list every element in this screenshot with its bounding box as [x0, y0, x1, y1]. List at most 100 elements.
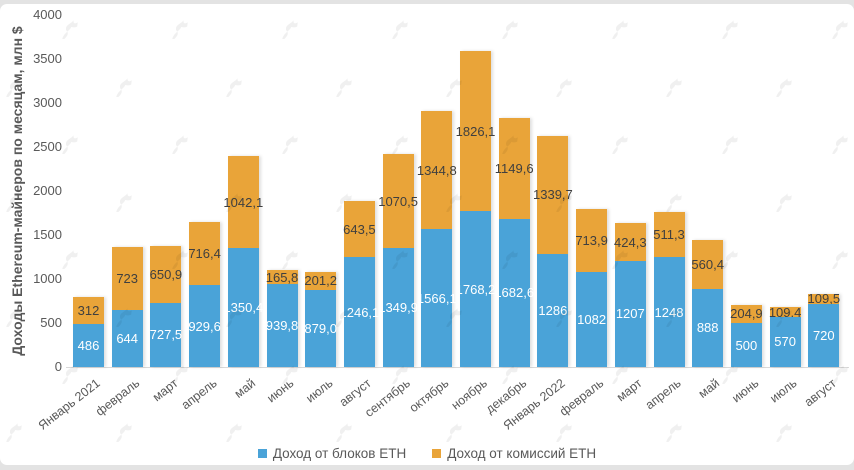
bar-value-label: 1682,6	[494, 285, 535, 301]
fees-segment: 713,9	[575, 208, 608, 272]
blocks-segment: 1682,6	[494, 218, 534, 367]
legend-label-blocks: Доход от блоков ETH	[272, 446, 407, 461]
fees-segment: 643,5	[343, 200, 376, 258]
y-tick-label: 500	[40, 315, 62, 330]
bar-value-label: 1248	[654, 304, 684, 320]
bar-value-label: 1349,9	[378, 300, 418, 316]
blocks-segment: 500	[730, 323, 762, 367]
bar-value-label: 1042,1	[223, 194, 264, 210]
fees-segment: 312	[73, 296, 104, 325]
stacked-bar-17: 560,4 888	[691, 239, 724, 367]
y-tick-label: 1500	[33, 227, 62, 242]
bar-value-label: 1339,7	[533, 187, 573, 203]
bar-value-label: 939,8	[265, 318, 299, 334]
bar-value-label: 500	[735, 337, 758, 353]
fees-segment: 109,5	[807, 291, 841, 307]
stacked-bar-3: 650,9 727,5	[149, 245, 183, 367]
blocks-segment: 486	[73, 324, 104, 367]
bar-value-label: 1207	[615, 306, 645, 322]
bar-value-label: 723	[116, 271, 139, 287]
fees-segment: 201,2	[304, 271, 337, 290]
bar-value-label: 929,6	[188, 318, 221, 334]
stacked-bar-18: 204,9 500	[730, 304, 763, 367]
y-tick-label: 2500	[33, 139, 62, 154]
fees-segment: 716,4	[188, 222, 221, 286]
bar-value-label: 1070,5	[378, 193, 418, 209]
stacked-bar-8: 643,5 1246,1	[340, 200, 379, 367]
bar-value-label: 109,4	[768, 304, 802, 320]
bar-value-label: 1286	[538, 302, 568, 318]
legend-label-fees: Доход от комиссий ETH	[447, 446, 597, 461]
x-axis-line	[66, 367, 849, 368]
bar-value-label: 1566,1	[416, 290, 457, 306]
stacked-bar-11: 1826,1 1768,2	[456, 50, 495, 367]
fees-segment: 424,3	[614, 223, 647, 261]
bar-value-label: 1350,4	[223, 300, 264, 316]
fees-segment: 723	[111, 246, 143, 311]
y-tick-label: 1000	[33, 271, 62, 286]
bar-value-label: 720	[812, 327, 835, 343]
stacked-bar-14: 713,9 1082	[575, 208, 608, 367]
blocks-segment: 1349,9	[378, 248, 418, 367]
stacked-bar-12: 1149,6 1682,6	[494, 117, 534, 367]
bar-value-label: 1082	[577, 311, 607, 327]
blocks-segment: 929,6	[188, 285, 221, 367]
stacked-bar-4: 716,4 929,6	[188, 222, 221, 367]
stacked-bar-20: 109,5 720	[807, 291, 841, 367]
fees-segment: 204,9	[730, 304, 763, 323]
bar-value-label: 716,4	[188, 246, 221, 262]
fees-segment: 650,9	[149, 245, 183, 303]
fees-segment: 165,8	[265, 269, 299, 285]
blocks-segment: 1350,4	[223, 248, 263, 367]
bar-value-label: 312	[77, 303, 100, 318]
bar-value-label: 201,2	[304, 273, 337, 289]
bar-value-label: 1768,2	[455, 281, 496, 297]
bar-value-label: 560,4	[691, 256, 724, 272]
blocks-segment: 1768,2	[456, 211, 495, 367]
blocks-segment: 939,8	[265, 284, 299, 367]
legend-swatch-blocks-icon	[257, 449, 267, 458]
blocks-segment: 888	[692, 288, 724, 367]
fees-segment: 560,4	[691, 239, 724, 289]
legend-item-blocks: Доход от блоков ETH	[257, 446, 407, 461]
blocks-segment: 1566,1	[417, 229, 457, 367]
stacked-bar-10: 1344,8 1566,1	[417, 110, 457, 367]
bar-value-label: 888	[696, 320, 719, 336]
stacked-bar-13: 1339,7 1286	[533, 135, 573, 367]
bar-value-label: 1344,8	[416, 162, 457, 178]
y-tick-label: 4000	[33, 7, 62, 22]
stacked-bar-16: 511,3 1248	[653, 212, 685, 367]
legend-swatch-fees-icon	[432, 449, 442, 458]
bar-value-label: 650,9	[149, 266, 183, 282]
fees-segment: 1826,1	[456, 50, 495, 212]
blocks-segment: 570	[769, 316, 801, 367]
y-tick-label: 2000	[33, 183, 62, 198]
bar-value-label: 511,3	[653, 227, 685, 243]
bar-value-label: 1246,1	[339, 304, 380, 320]
bar-value-label: 879,0	[304, 320, 337, 336]
bar-value-label: 424,3	[614, 234, 647, 250]
stacked-bar-9: 1070,5 1349,9	[378, 154, 418, 367]
y-tick-label: 3000	[33, 95, 62, 110]
bar-value-label: 1826,1	[455, 123, 496, 139]
stacked-bar-6: 165,8 939,8	[265, 269, 299, 367]
stacked-bar-15: 424,3 1207	[614, 223, 647, 367]
bar-value-label: 165,8	[265, 269, 299, 285]
fees-segment: 1344,8	[417, 110, 457, 230]
fees-segment: 1339,7	[533, 135, 573, 254]
blocks-segment: 879,0	[304, 289, 337, 367]
bar-value-label: 1149,6	[494, 160, 534, 176]
fees-segment: 1149,6	[495, 117, 534, 219]
fees-segment: 1042,1	[223, 156, 263, 249]
fees-segment: 511,3	[653, 212, 685, 258]
blocks-segment: 644	[111, 310, 143, 367]
fees-segment: 109,4	[768, 304, 802, 320]
blocks-segment: 727,5	[150, 302, 182, 367]
bar-value-label: 109,5	[807, 291, 841, 307]
fees-segment: 1070,5	[378, 154, 418, 249]
legend-item-fees: Доход от комиссий ETH	[432, 446, 596, 461]
blocks-segment: 1207	[614, 260, 646, 367]
stacked-bar-5: 1042,1 1350,4	[223, 156, 263, 367]
bar-value-label: 486	[77, 338, 100, 354]
